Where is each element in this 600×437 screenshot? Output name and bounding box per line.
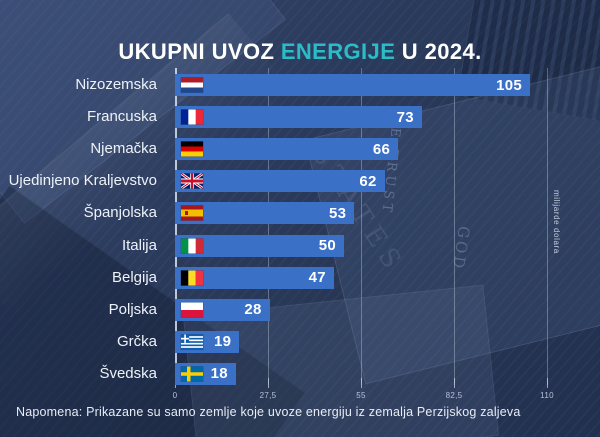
bar-it: 50 — [175, 234, 345, 257]
gridline — [361, 68, 362, 385]
bar-value-label: 73 — [396, 108, 414, 126]
bar-fr: 73 — [175, 106, 422, 129]
gridline — [547, 68, 548, 385]
country-label: Grčka — [116, 332, 157, 350]
x-axis-tick-mark — [547, 378, 548, 388]
bar-value-label: 18 — [210, 365, 228, 383]
x-axis-tick-label: 0 — [172, 391, 178, 400]
gridline — [454, 68, 455, 385]
title-part2: U 2024. — [401, 38, 482, 64]
bar-se: 18 — [175, 362, 236, 385]
bar-es: 53 — [175, 202, 355, 225]
bar-value-label: 50 — [318, 237, 337, 254]
bar-de: 66 — [175, 138, 399, 161]
country-label: Poljska — [108, 300, 157, 318]
nl-flag-icon — [181, 77, 203, 93]
x-axis-tick-label: 27,5 — [259, 391, 277, 400]
footnote: Napomena: Prikazane su samo zemlje koje … — [16, 405, 521, 419]
bar-value-label: 47 — [308, 269, 326, 287]
country-label: Nizozemska — [75, 76, 157, 93]
bar-value-label: 53 — [328, 204, 347, 222]
gridline — [268, 68, 269, 385]
x-axis-tick-mark — [454, 378, 455, 388]
es-flag-icon — [181, 205, 203, 221]
it-flag-icon — [181, 238, 203, 253]
title-part1: UKUPNI UVOZ — [118, 38, 275, 64]
x-axis-tick-label: 82,5 — [445, 391, 463, 400]
x-axis-tick-mark — [268, 378, 269, 388]
gr-flag-icon — [181, 334, 203, 350]
country-label: Španjolska — [83, 204, 157, 222]
gb-flag-icon — [181, 173, 203, 189]
y-axis-labels: Nizozemska Francuska Njemačka Ujedinjeno Kr… — [0, 68, 167, 385]
se-flag-icon — [181, 366, 203, 382]
bar-gr: 19 — [175, 330, 240, 353]
bar-value-label: 62 — [359, 172, 377, 190]
country-label: Ujedinjeno Kraljevstvo — [8, 172, 157, 190]
x-axis-tick-mark — [361, 378, 362, 388]
page-title: UKUPNI UVOZ ENERGIJE U 2024. — [0, 39, 600, 65]
plot-area: 0 27,5 55 82,5 110 105 73 66 62 53 50 47 28 19 18 — [173, 68, 554, 400]
axis-zero-line — [175, 68, 177, 385]
bar-value-label: 66 — [372, 140, 391, 158]
bar-value-label: 19 — [213, 333, 232, 351]
pl-flag-icon — [181, 302, 203, 318]
country-label: Italija — [121, 236, 157, 254]
fr-flag-icon — [181, 109, 203, 125]
country-label: Francuska — [86, 108, 157, 126]
country-label: Švedska — [99, 364, 157, 382]
country-label: Belgija — [111, 268, 157, 286]
x-axis-tick-label: 110 — [540, 391, 554, 400]
bar-value-label: 28 — [244, 301, 262, 319]
bar-pl: 28 — [175, 298, 270, 321]
title-highlight: ENERGIJE — [280, 38, 396, 64]
bar-be: 47 — [175, 266, 334, 289]
bar-value-label: 105 — [496, 76, 523, 94]
be-flag-icon — [181, 270, 203, 286]
bar-nl: 105 — [175, 74, 531, 96]
de-flag-icon — [181, 141, 203, 157]
value-axis-unit-label: milijarde dolara — [552, 190, 561, 254]
bar-gb: 62 — [175, 170, 385, 193]
country-label: Njemačka — [90, 140, 157, 158]
x-axis-tick-label: 55 — [356, 391, 366, 400]
